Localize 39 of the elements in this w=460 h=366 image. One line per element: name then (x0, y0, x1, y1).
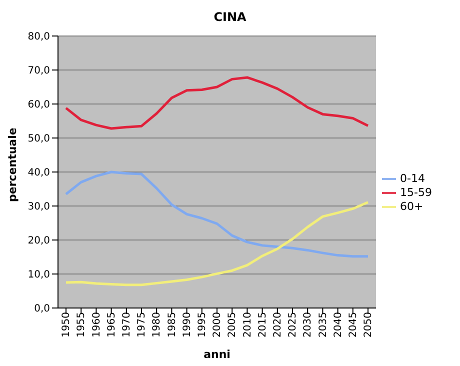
y-tick-label: 60,0 (28, 100, 50, 111)
x-tick-label: 1990 (182, 312, 193, 338)
y-tick-label: 20,0 (28, 236, 50, 247)
x-tick-label: 1955 (76, 312, 88, 338)
x-tick-label: 1950 (61, 312, 72, 338)
x-tick-label: 1965 (106, 312, 118, 338)
line-series (64, 170, 370, 258)
x-tick-label: 2040 (332, 312, 344, 338)
x-tick-label: 1995 (197, 312, 208, 338)
legend-label: 0-14 (400, 172, 425, 186)
y-tick-label: 80,0 (28, 32, 50, 43)
x-tick-label: 1985 (166, 312, 178, 338)
legend-label: 15-59 (400, 186, 432, 200)
y-tick-label: 40,0 (28, 168, 50, 179)
x-tick-label: 2050 (363, 312, 374, 338)
chart-title: CINA (212, 9, 248, 26)
x-tick-label: 2035 (318, 312, 329, 338)
x-tick-label: 1980 (152, 312, 163, 338)
legend-label: 60+ (400, 200, 424, 214)
x-tick-label: 2030 (302, 312, 314, 338)
x-tick-label: 2025 (288, 312, 299, 338)
x-tick-label: 2045 (348, 312, 359, 338)
y-tick-label: 70,0 (28, 66, 50, 77)
y-tick-label: 0,0 (34, 304, 50, 315)
x-tick-label: 1975 (136, 312, 148, 338)
x-tick-label: 2010 (242, 312, 254, 338)
x-tick-label: 2005 (227, 312, 238, 338)
y-tick-label: 10,0 (28, 270, 50, 281)
y-tick-label: 30,0 (28, 202, 50, 213)
x-tick-label: 2015 (257, 312, 268, 338)
x-axis-title: anni (204, 348, 230, 361)
x-tick-label: 2000 (212, 312, 224, 338)
x-tick-label: 1970 (122, 312, 132, 338)
x-tick-label: 1960 (91, 312, 102, 338)
line-series (64, 76, 370, 130)
line-series (64, 201, 370, 286)
x-tick-label: 2020 (272, 312, 284, 338)
y-tick-label: 50,0 (28, 134, 50, 145)
y-axis-title: percentuale (6, 128, 19, 202)
